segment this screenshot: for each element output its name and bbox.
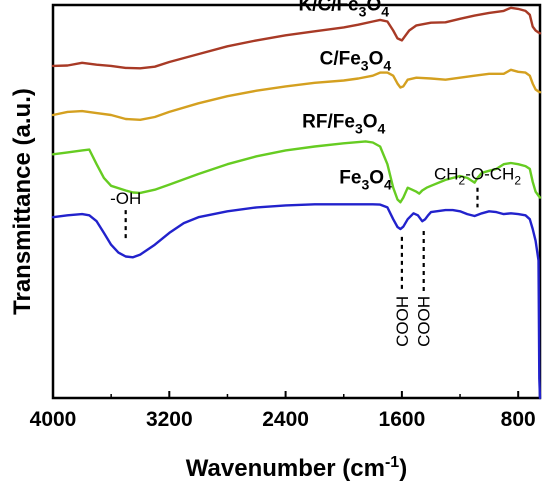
series-line (51, 68, 542, 121)
series-label: Fe3O4 (339, 167, 392, 192)
series-label: K/C/Fe3O4 (298, 0, 389, 20)
x-tick-label: 1600 (379, 408, 426, 431)
annotations: -OH COOH COOH CH2-O-CH2 (110, 165, 521, 347)
x-axis-title: Wavenumber (cm-1) (186, 454, 407, 482)
series-line (51, 140, 542, 204)
annotation-label: COOH (415, 296, 434, 347)
x-tick-label: 3200 (146, 408, 193, 431)
x-tick-label: 4000 (30, 408, 77, 431)
series-label: C/Fe3O4 (320, 49, 392, 74)
annotation-label: COOH (393, 296, 412, 347)
series-labels: K/C/Fe3O4 C/Fe3O4 RF/Fe3O4 Fe3O4 (298, 0, 392, 192)
plot-frame (51, 3, 542, 400)
x-axis-ticks: 4000 3200 2400 1600 800 (30, 391, 536, 431)
x-tick-label: 2400 (262, 408, 309, 431)
series-line (51, 6, 542, 70)
series-line (51, 203, 542, 400)
annotation-label: -OH (110, 189, 141, 208)
plot-border (51, 3, 542, 400)
series-layer (51, 6, 542, 400)
series-label: RF/Fe3O4 (302, 112, 385, 137)
x-tick-label: 800 (501, 408, 536, 431)
annotation-label: CH2-O-CH2 (434, 165, 521, 188)
y-axis-title: Transmittance (a.u.) (9, 88, 36, 315)
